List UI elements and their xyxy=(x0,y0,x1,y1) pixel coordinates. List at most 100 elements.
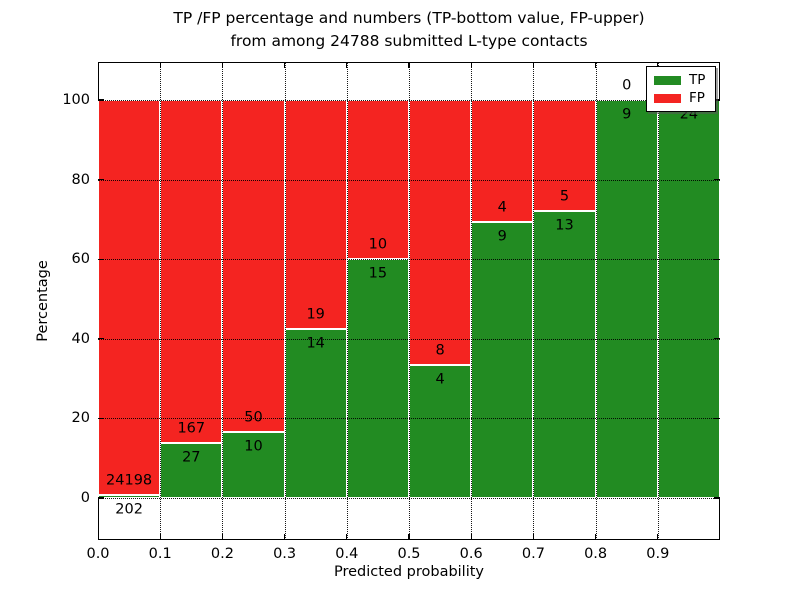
bar-segment-fp xyxy=(160,100,223,443)
x-tick-label: 0.6 xyxy=(459,546,483,562)
legend-label: TP xyxy=(689,71,706,88)
x-tick-label: 0.0 xyxy=(86,546,110,562)
x-tick-mark-top xyxy=(221,62,224,68)
bar-segment-tp xyxy=(657,100,720,498)
x-tick-mark-bottom xyxy=(221,534,224,540)
bar-count-label-fp: 8 xyxy=(435,342,445,359)
bar-count-label-tp: 13 xyxy=(555,217,574,234)
x-tick-mark-bottom xyxy=(283,534,286,540)
legend-label: FP xyxy=(689,89,705,106)
x-tick-mark-bottom xyxy=(408,534,410,540)
y-tick-mark-right xyxy=(714,417,720,420)
y-tick-label: 100 xyxy=(62,92,90,108)
bar-segment-fp xyxy=(98,100,161,495)
bar-count-label-fp: 24198 xyxy=(106,472,153,489)
bar-count-label-fp: 4 xyxy=(497,199,507,216)
x-tick-mark-top xyxy=(159,62,161,68)
y-tick-label: 60 xyxy=(71,251,90,268)
x-tick-mark-top xyxy=(657,62,659,68)
gridline-vertical xyxy=(222,62,224,540)
x-tick-label: 0.3 xyxy=(273,546,297,562)
x-tick-mark-bottom xyxy=(98,534,100,540)
plot-area: 2419820216727501019141015844951309024 xyxy=(98,62,720,540)
x-tick-label: 0.8 xyxy=(584,546,608,562)
x-tick-label: 0.2 xyxy=(210,546,234,562)
x-tick-label: 0.5 xyxy=(397,546,421,562)
bar-count-label-fp: 10 xyxy=(368,236,388,253)
gridline-vertical xyxy=(533,62,535,540)
gridline-vertical xyxy=(346,62,348,540)
y-tick-mark-left xyxy=(98,99,104,101)
bar-count-label-tp: 27 xyxy=(182,449,201,466)
bar-segment-tp xyxy=(409,365,472,498)
x-tick-mark-bottom xyxy=(532,534,535,540)
y-tick-mark-right xyxy=(714,497,720,499)
bar-segment-tp xyxy=(284,329,347,498)
bar-count-label-tp: 15 xyxy=(368,265,388,282)
gridline-vertical xyxy=(409,62,410,540)
x-tick-mark-top xyxy=(594,62,597,68)
bar-segment-fp xyxy=(409,100,472,366)
bar-count-label-tp: 14 xyxy=(306,335,325,352)
bar-count-label-tp: 4 xyxy=(435,371,445,388)
bar-segment-tp xyxy=(98,494,161,498)
gridline-vertical xyxy=(160,62,162,540)
x-tick-mark-top xyxy=(532,62,535,68)
chart-title-line2: from among 24788 submitted L-type contac… xyxy=(230,32,588,50)
x-tick-mark-top xyxy=(470,62,472,68)
y-tick-label: 80 xyxy=(71,171,90,188)
gridline-vertical xyxy=(284,62,286,540)
chart-title-line1: TP /FP percentage and numbers (TP-bottom… xyxy=(173,9,645,27)
x-tick-mark-top xyxy=(283,62,286,68)
x-tick-mark-bottom xyxy=(657,534,659,540)
y-tick-mark-left xyxy=(98,178,104,181)
bar-count-label-fp: 50 xyxy=(244,409,263,426)
bar-segment-fp xyxy=(533,100,596,211)
legend-item-fp: FP xyxy=(654,90,708,107)
x-axis-label: Predicted probability xyxy=(333,564,485,580)
bar-count-label-fp: 19 xyxy=(306,306,325,323)
bar-count-label-fp: 0 xyxy=(622,77,632,94)
bar-count-label-tp: 10 xyxy=(244,438,263,455)
x-tick-mark-bottom xyxy=(346,534,348,540)
y-tick-label: 20 xyxy=(71,410,90,427)
legend-swatch-fp xyxy=(654,93,681,103)
x-tick-label: 0.9 xyxy=(646,546,670,562)
bar-segment-fp xyxy=(284,100,347,330)
chart-title: TP /FP percentage and numbers (TP-bottom… xyxy=(98,7,720,53)
x-tick-label: 0.7 xyxy=(521,546,545,562)
legend: TP FP xyxy=(646,66,716,112)
y-tick-mark-right xyxy=(714,178,720,181)
bar-segment-tp xyxy=(471,222,534,498)
bar-count-label-tp: 9 xyxy=(497,228,507,245)
bar-segment-tp xyxy=(346,259,409,498)
bar-segment-fp xyxy=(222,100,285,432)
bar-count-label-tp: 9 xyxy=(622,106,632,123)
y-tick-mark-left xyxy=(98,417,104,420)
x-tick-mark-top xyxy=(408,62,410,68)
y-tick-mark-right xyxy=(714,99,720,101)
legend-swatch-tp xyxy=(654,75,681,85)
x-tick-mark-top xyxy=(98,62,100,68)
x-tick-label: 0.4 xyxy=(335,546,359,562)
x-tick-mark-bottom xyxy=(594,534,597,540)
x-tick-mark-bottom xyxy=(159,534,161,540)
bar-segment-tp xyxy=(160,442,223,498)
x-tick-label: 0.1 xyxy=(148,546,172,562)
y-tick-mark-right xyxy=(714,338,720,340)
x-tick-mark-top xyxy=(346,62,348,68)
y-tick-label: 0 xyxy=(80,490,90,506)
y-tick-mark-left xyxy=(98,258,104,260)
y-tick-mark-left xyxy=(98,497,104,499)
bar-count-label-fp: 167 xyxy=(177,420,206,437)
bar-count-label-tp: 202 xyxy=(115,501,143,518)
y-tick-mark-right xyxy=(714,258,720,260)
x-tick-mark-bottom xyxy=(470,534,472,540)
bar-segment-tp xyxy=(595,100,658,498)
y-tick-mark-left xyxy=(98,338,104,340)
gridline-vertical xyxy=(595,62,597,540)
legend-item-tp: TP xyxy=(654,72,708,89)
bar-count-label-fp: 5 xyxy=(559,188,570,205)
gridline-vertical xyxy=(471,62,473,540)
